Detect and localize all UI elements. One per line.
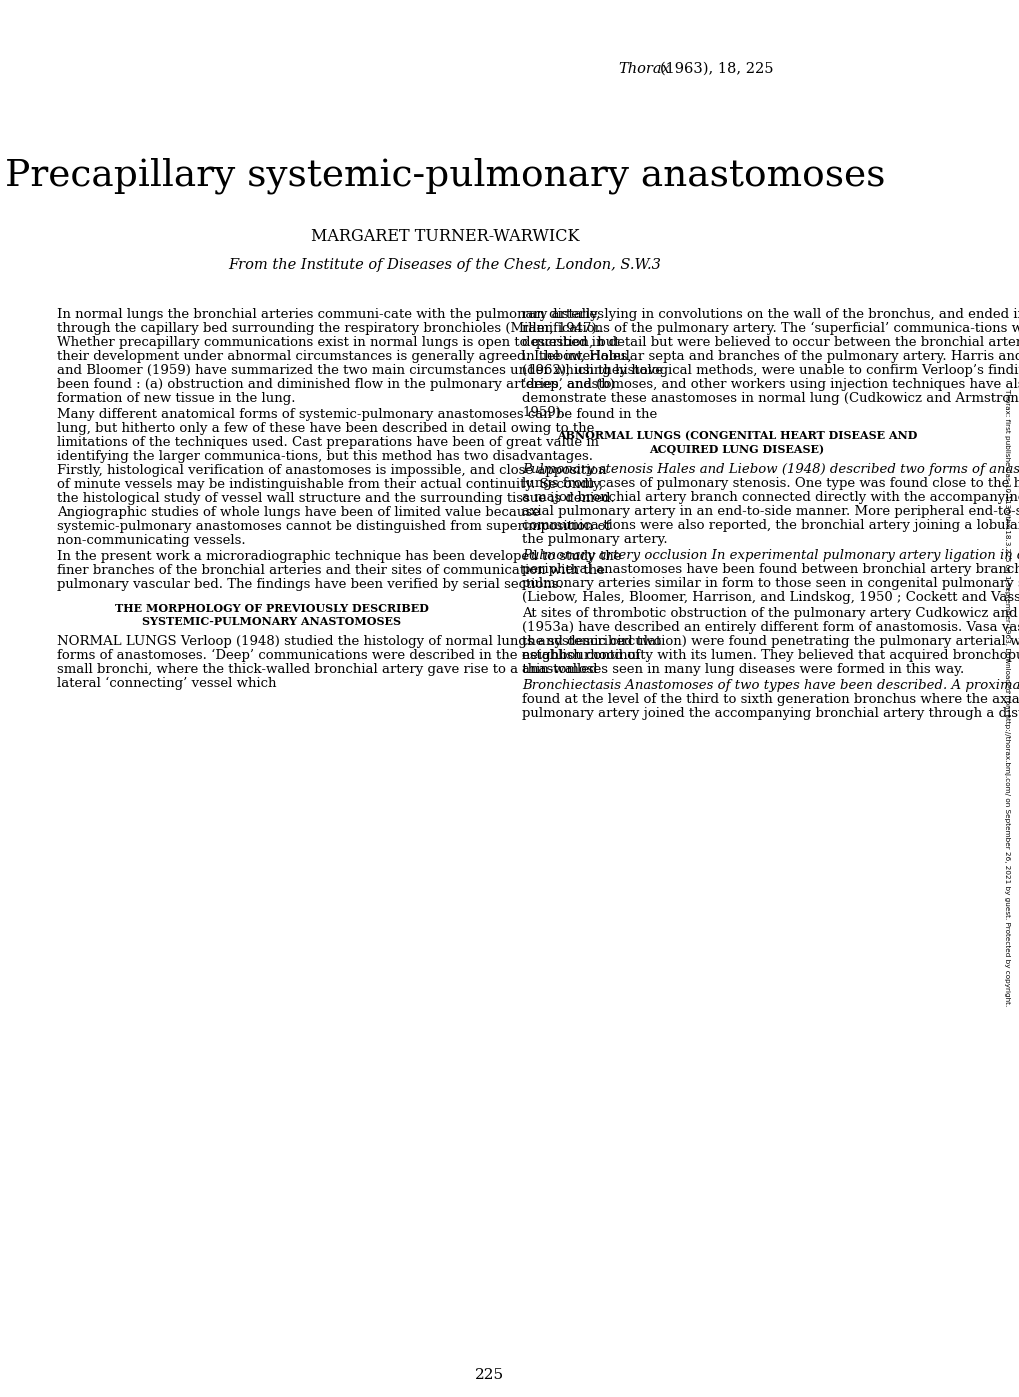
Text: described in detail but were believed to occur between the bronchial arteries ly: described in detail but were believed to… (522, 337, 1019, 349)
Text: ABNORMAL LUNGS (CONGENITAL HEART DISEASE AND: ABNORMAL LUNGS (CONGENITAL HEART DISEASE… (556, 430, 916, 441)
Text: Pulmonary stenosis Hales and Liebow (1948) described two forms of anastomoses in: Pulmonary stenosis Hales and Liebow (194… (522, 462, 1019, 476)
Text: From the Institute of Diseases of the Chest, London, S.W.3: From the Institute of Diseases of the Ch… (228, 258, 660, 272)
Text: and Bloomer (1959) have summarized the two main circumstances under which they h: and Bloomer (1959) have summarized the t… (57, 365, 662, 377)
Text: systemic-pulmonary anastomoses cannot be distinguished from superimposition of: systemic-pulmonary anastomoses cannot be… (57, 520, 609, 534)
Text: In normal lungs the bronchial arteries communi-cate with the pulmonary arteries: In normal lungs the bronchial arteries c… (57, 307, 603, 321)
Text: (1953a) have described an entirely different form of anastomosis. Vasa vasorum (: (1953a) have described an entirely diffe… (522, 620, 1019, 634)
Text: 225: 225 (475, 1368, 504, 1382)
Text: Bronchiectasis Anastomoses of two types have been described. A proximal type was: Bronchiectasis Anastomoses of two types … (522, 679, 1019, 692)
Text: ran distally, lying in convolutions on the wall of the bronchus, and ended in: ran distally, lying in convolutions on t… (522, 307, 1019, 321)
Text: found at the level of the third to sixth generation bronchus where the axial: found at the level of the third to sixth… (522, 693, 1019, 705)
Text: Thorax: Thorax (618, 61, 669, 75)
Text: in the interlobular septa and branches of the pulmonary artery. Harris and Heath: in the interlobular septa and branches o… (522, 351, 1019, 363)
Text: SYSTEMIC-PULMONARY ANASTOMOSES: SYSTEMIC-PULMONARY ANASTOMOSES (143, 616, 401, 627)
Text: In the present work a microradiographic technique has been developed to study th: In the present work a microradiographic … (57, 550, 621, 563)
Text: pulmonary vascular bed. The findings have been verified by serial sections.: pulmonary vascular bed. The findings hav… (57, 578, 562, 591)
Text: the histological study of vessel wall structure and the surrounding tissue is de: the histological study of vessel wall st… (57, 492, 614, 506)
Text: non-communicating vessels.: non-communicating vessels. (57, 534, 246, 548)
Text: limitations of the techniques used. Cast preparations have been of great value i: limitations of the techniques used. Cast… (57, 436, 598, 448)
Text: demonstrate these anastomoses in normal lung (Cudkowicz and Armstrong, 1951 ; We: demonstrate these anastomoses in normal … (522, 393, 1019, 405)
Text: small bronchi, where the thick-walled bronchial artery gave rise to a thin-walle: small bronchi, where the thick-walled br… (57, 664, 597, 676)
Text: MARGARET TURNER-WARWICK: MARGARET TURNER-WARWICK (311, 228, 579, 244)
Text: Pulmonary artery occlusion In experimental pulmonary artery ligation in dogs,: Pulmonary artery occlusion In experiment… (522, 549, 1019, 562)
Text: pulmonary artery joined the accompanying bronchial artery through a distinct: pulmonary artery joined the accompanying… (522, 707, 1019, 719)
Text: the pulmonary artery.: the pulmonary artery. (522, 532, 667, 546)
Text: formation of new tissue in the lung.: formation of new tissue in the lung. (57, 393, 296, 405)
Text: NORMAL LUNGS Verloop (1948) studied the histology of normal lungs and described : NORMAL LUNGS Verloop (1948) studied the … (57, 634, 660, 648)
Text: ‘deep’ anastomoses, and other workers using injection techniques have also faile: ‘deep’ anastomoses, and other workers us… (522, 379, 1019, 391)
Text: establish continuity with its lumen. They believed that acquired bronchopulmonar: establish continuity with its lumen. The… (522, 648, 1019, 662)
Text: THE MORPHOLOGY OF PREVIOUSLY DESCRIBED: THE MORPHOLOGY OF PREVIOUSLY DESCRIBED (115, 602, 429, 613)
Text: through the capillary bed surrounding the respiratory bronchioles (Miller, 1947): through the capillary bed surrounding th… (57, 321, 600, 335)
Text: Thorax: first published as 10.1136/thx.18.3.225 on 1 September 1963. Downloaded : Thorax: first published as 10.1136/thx.1… (1003, 390, 1009, 1007)
Text: At sites of thrombotic obstruction of the pulmonary artery Cudkowicz and Armstro: At sites of thrombotic obstruction of th… (522, 606, 1019, 620)
Text: Firstly, histological verification of anastomoses is impossible, and close appos: Firstly, histological verification of an… (57, 464, 606, 478)
Text: Angiographic studies of whole lungs have been of limited value because: Angiographic studies of whole lungs have… (57, 506, 539, 520)
Text: a major bronchial artery branch connected directly with the accompanying segment: a major bronchial artery branch connecte… (522, 490, 1019, 504)
Text: their development under abnormal circumstances is generally agreed. Liebow, Hale: their development under abnormal circums… (57, 351, 631, 363)
Text: finer branches of the bronchial arteries and their sites of communication with t: finer branches of the bronchial arteries… (57, 564, 604, 577)
Text: peripheral anastomoses have been found between bronchial artery branches and lob: peripheral anastomoses have been found b… (522, 563, 1019, 576)
Text: Precapillary systemic-pulmonary anastomoses: Precapillary systemic-pulmonary anastomo… (5, 158, 884, 194)
Text: Whether precapillary communications exist in normal lungs is open to question, b: Whether precapillary communications exis… (57, 337, 619, 349)
Text: ACQUIRED LUNG DISEASE): ACQUIRED LUNG DISEASE) (649, 444, 823, 455)
Text: pulmonary arteries similar in form to those seen in congenital pulmonary stenosi: pulmonary arteries similar in form to th… (522, 577, 1019, 590)
Text: forms of anastomoses. ‘Deep’ communications were described in the neighbourhood : forms of anastomoses. ‘Deep’ communicati… (57, 648, 639, 662)
Text: the systemic circulation) were found penetrating the pulmonary arterial wall to: the systemic circulation) were found pen… (522, 634, 1019, 648)
Text: been found : (a) obstruction and diminished flow in the pulmonary arteries, and : been found : (a) obstruction and diminis… (57, 379, 614, 391)
Text: lateral ‘connecting’ vessel which: lateral ‘connecting’ vessel which (57, 678, 276, 690)
Text: (1962), using histological methods, were unable to confirm Verloop’s finding of: (1962), using histological methods, were… (522, 365, 1019, 377)
Text: lung, but hitherto only a few of these have been described in detail owing to th: lung, but hitherto only a few of these h… (57, 422, 594, 434)
Text: Many different anatomical forms of systemic-pulmonary anastomoses can be found i: Many different anatomical forms of syste… (57, 408, 656, 420)
Text: identifying the larger communica-tions, but this method has two disadvantages.: identifying the larger communica-tions, … (57, 450, 592, 462)
Text: lungs from cases of pulmonary stenosis. One type was found close to the hilum, w: lungs from cases of pulmonary stenosis. … (522, 476, 1019, 490)
Text: 1959).: 1959). (522, 407, 565, 419)
Text: (Liebow, Hales, Bloomer, Harrison, and Lindskog, 1950 ; Cockett and Vass, 1951).: (Liebow, Hales, Bloomer, Harrison, and L… (522, 591, 1019, 604)
Text: axial pulmonary artery in an end-to-side manner. More peripheral end-to-side: axial pulmonary artery in an end-to-side… (522, 504, 1019, 518)
Text: anastomoses seen in many lung diseases were formed in this way.: anastomoses seen in many lung diseases w… (522, 664, 963, 676)
Text: of minute vessels may be indistinguishable from their actual continuity. Secondl: of minute vessels may be indistinguishab… (57, 478, 602, 492)
Text: ramifications of the pulmonary artery. The ‘superficial’ communica-tions were no: ramifications of the pulmonary artery. T… (522, 321, 1019, 335)
Text: (1963), 18, 225: (1963), 18, 225 (659, 61, 772, 75)
Text: communica-tions were also reported, the bronchial artery joining a lobular branc: communica-tions were also reported, the … (522, 518, 1019, 532)
